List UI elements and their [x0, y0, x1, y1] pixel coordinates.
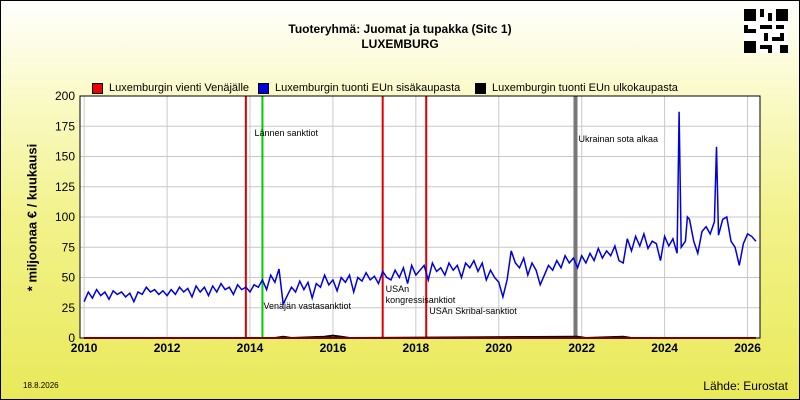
x-tick-label: 2010	[71, 341, 98, 355]
legend-item-import-eu-external: Luxemburgin tuonti EUn ulkokaupasta	[475, 82, 678, 94]
x-tick-label: 2014	[237, 341, 264, 355]
x-tick-label: 2020	[485, 341, 512, 355]
footer-date: 18.8.2026	[23, 381, 59, 390]
source-label: Lähde: Eurostat	[703, 379, 788, 393]
x-tick-label: 2018	[403, 341, 430, 355]
annotation-label: USAn	[386, 284, 410, 294]
annotation-label: USAn Skribal-sanktiot	[429, 306, 517, 316]
legend-label: Luxemburgin vienti Venäjälle	[109, 82, 250, 94]
plot-border	[79, 95, 761, 339]
series-line-import-eu-external	[84, 334, 756, 340]
legend-label: Luxemburgin tuonti EUn ulkokaupasta	[492, 82, 678, 94]
annotation-label: Venäjän vastasanktiot	[263, 301, 351, 311]
chart-title: Tuoteryhmä: Juomat ja tupakka (Sitc 1)	[288, 22, 512, 36]
qr-code-icon	[744, 9, 788, 53]
annotation-label: kongressisanktiot	[386, 295, 456, 305]
legend-swatch-black	[475, 82, 486, 94]
legend-item-import-eu-internal: Luxemburgin tuonti EUn sisäkaupasta	[258, 82, 460, 94]
y-tick-label: 125	[55, 180, 75, 194]
legend-label: Luxemburgin tuonti EUn sisäkaupasta	[275, 82, 461, 94]
y-tick-label: 200	[55, 89, 75, 103]
y-tick-label: 75	[62, 240, 76, 254]
y-tick-label: 100	[55, 210, 75, 224]
y-tick-label: 25	[62, 301, 76, 315]
y-tick-label: 150	[55, 150, 75, 164]
chart-subtitle: LUXEMBURG	[361, 37, 439, 51]
y-tick-label: 50	[62, 271, 76, 285]
legend-swatch-blue	[258, 82, 269, 94]
y-tick-label: 175	[55, 119, 75, 133]
x-tick-label: 2012	[154, 341, 181, 355]
legend-item-export-russia: Luxemburgin vienti Venäjälle	[92, 82, 249, 94]
y-tick-label: 0	[68, 331, 75, 345]
x-tick-label: 2026	[734, 341, 761, 355]
x-tick-label: 2024	[651, 341, 678, 355]
x-tick-label: 2016	[320, 341, 347, 355]
series-line-import-eu-internal	[83, 111, 757, 307]
legend-swatch-red	[92, 82, 103, 94]
x-tick-label: 2022	[568, 341, 595, 355]
annotation-label: Lännen sanktiot	[254, 128, 318, 138]
annotation-label: Ukrainan sota alkaa	[578, 134, 658, 144]
